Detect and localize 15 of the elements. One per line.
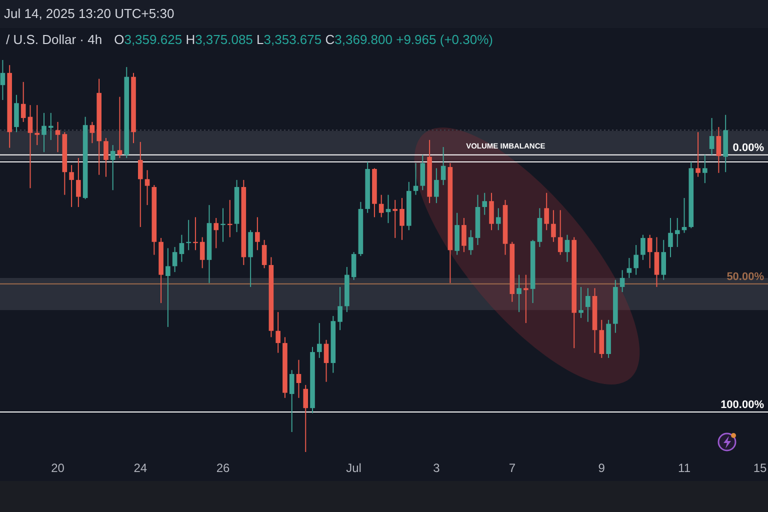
x-tick-label: 11 <box>678 461 691 475</box>
x-tick-label: 24 <box>134 461 148 475</box>
annotation: 50.00% <box>726 270 764 283</box>
chart-title: / U.S. Dollar · 4h <box>6 32 102 47</box>
x-tick-label: 3 <box>433 461 440 475</box>
text: Jul 14, 2025 13:20 UTC+5:30 <box>4 6 174 21</box>
x-tick-label: 26 <box>216 461 230 475</box>
x-tick-label: Jul <box>346 461 362 475</box>
x-tick-label: 7 <box>508 461 516 475</box>
text: O3,359.625 H3,375.085 L3,353.675 C3,369.800 +9.965 (+0.30%) <box>114 32 493 47</box>
x-tick-label: 9 <box>598 461 606 475</box>
annotation: 0.00% <box>732 142 764 154</box>
annotation: 100.00% <box>720 399 764 412</box>
x-tick-label: 15 <box>753 461 767 475</box>
x-tick-label: 20 <box>51 461 65 475</box>
